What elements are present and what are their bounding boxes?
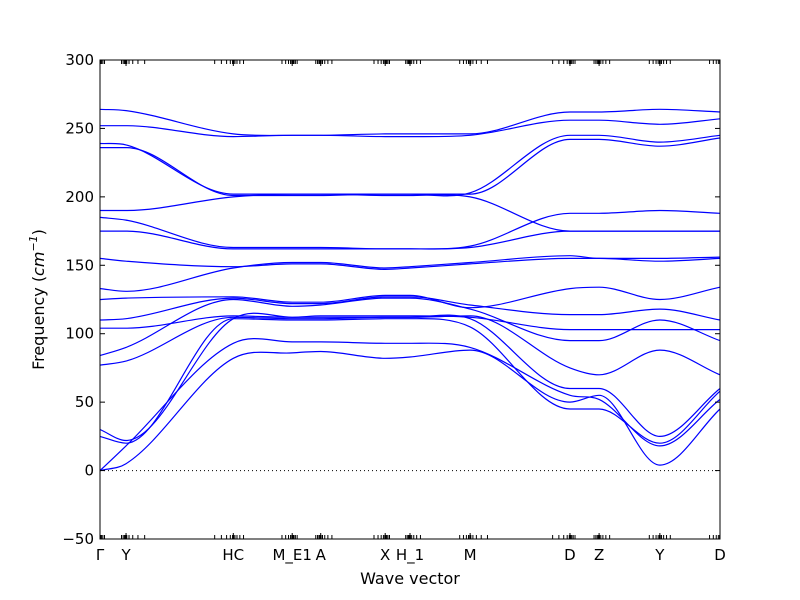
x-tick-label: D [714, 546, 726, 564]
y-tick-label: 100 [65, 325, 94, 343]
phonon-bands [99, 108, 721, 472]
plot-frame [99, 59, 721, 540]
y-tick-label: 150 [65, 256, 94, 274]
phonon-band-6 [99, 297, 721, 357]
phonon-band-15 [100, 137, 721, 197]
x-axis: Γ Y HC M_E1 A X H_1 M D Z Y D [96, 60, 726, 565]
y-tick-label: 50 [75, 393, 94, 411]
phonon-band-3 [99, 318, 721, 444]
y-axis-label-prefix: Frequency ( [29, 276, 48, 370]
y-tick-label: 200 [65, 188, 94, 206]
x-tick-label: A [316, 546, 327, 564]
x-tick-label: Z [594, 546, 604, 564]
phonon-band-10 [99, 255, 721, 292]
x-tick-label: Γ [96, 546, 105, 564]
phonon-band-16 [99, 134, 721, 197]
x-tick-label: X [380, 546, 390, 564]
phonon-band-7 [100, 315, 720, 331]
phonon-band-8 [99, 296, 721, 321]
phonon-band-14 [99, 193, 720, 232]
y-axis-label-suffix: ) [29, 229, 48, 235]
y-axis: −50 0 50 100 150 200 250 300 [62, 51, 720, 548]
y-axis-label-exponent: −1 [27, 235, 40, 251]
y-axis-label-unit: cm [29, 252, 48, 276]
x-tick-label: M_E1 [272, 546, 311, 565]
phonon-band-4 [99, 312, 721, 442]
x-tick-label: M [464, 546, 477, 564]
phonon-band-1 [99, 349, 721, 472]
y-tick-label: 300 [65, 51, 94, 69]
x-tick-label: H_1 [396, 546, 424, 565]
phonon-band-11 [99, 257, 721, 271]
y-tick-label: 0 [84, 462, 94, 480]
phonon-band-5 [99, 315, 721, 376]
phonon-band-2 [99, 338, 721, 472]
x-tick-label: HC [222, 546, 244, 564]
x-tick-label: Y [120, 546, 131, 564]
x-tick-label: Y [654, 546, 665, 564]
x-axis-label: Wave vector [360, 569, 460, 588]
phonon-band-13 [99, 209, 721, 250]
y-tick-label: −50 [62, 530, 94, 548]
y-axis-label: Frequency (cm−1) [27, 229, 48, 370]
y-tick-label: 250 [65, 119, 94, 137]
phonon-band-17 [100, 118, 721, 138]
phonon-band-9 [99, 286, 721, 309]
phonon-band-18 [99, 108, 721, 137]
x-tick-label: D [564, 546, 576, 564]
